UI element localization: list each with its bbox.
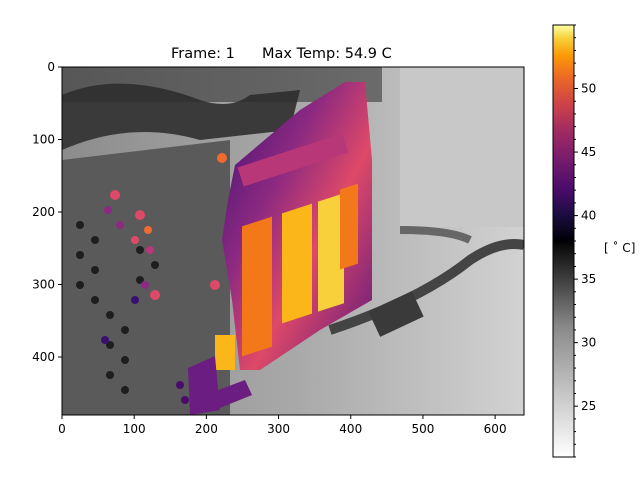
colorbar-tick-label: 30	[581, 336, 596, 350]
colorbar-tick-label: 50	[581, 82, 596, 96]
chart-title-max-temp: Max Temp: 54.9 C	[262, 46, 392, 62]
x-tick-label: 0	[58, 422, 66, 436]
y-tick-label: 0	[47, 60, 55, 74]
y-tick-label: 300	[32, 278, 55, 292]
plot-frame	[61, 66, 525, 416]
connector-plug	[368, 291, 424, 337]
x-tick-label: 600	[484, 422, 507, 436]
colorbar-axis: 25 30 35 40 45 50	[574, 24, 596, 458]
wall-region	[400, 67, 524, 227]
y-axis: 0 100 200 300 400	[32, 60, 62, 364]
x-tick-label: 500	[411, 422, 434, 436]
colorbar-tick-label: 45	[581, 145, 596, 159]
lower-slot	[176, 356, 252, 415]
vent-holes	[76, 221, 159, 394]
colorbar-label: [ ˚ C]	[604, 240, 635, 255]
x-tick-label: 100	[123, 422, 146, 436]
cable-right-2	[399, 226, 472, 244]
colorbar-tick-label: 35	[581, 272, 596, 286]
colorbar-tick-label: 40	[581, 209, 596, 223]
x-tick-label: 200	[195, 422, 218, 436]
thermal-image	[62, 67, 524, 415]
x-tick-label: 400	[339, 422, 362, 436]
x-axis: 0 100 200 300 400 500 600	[58, 415, 507, 436]
y-tick-label: 100	[32, 133, 55, 147]
y-tick-label: 400	[32, 350, 55, 364]
colorbar	[552, 24, 575, 458]
hot-components	[215, 133, 358, 370]
case-panel-region	[62, 140, 230, 415]
case-hotspots	[101, 153, 227, 344]
colorbar-tick-label: 25	[581, 399, 596, 413]
y-tick-label: 200	[32, 205, 55, 219]
chart-title-frame: Frame: 1	[171, 46, 235, 62]
x-tick-label: 300	[267, 422, 290, 436]
